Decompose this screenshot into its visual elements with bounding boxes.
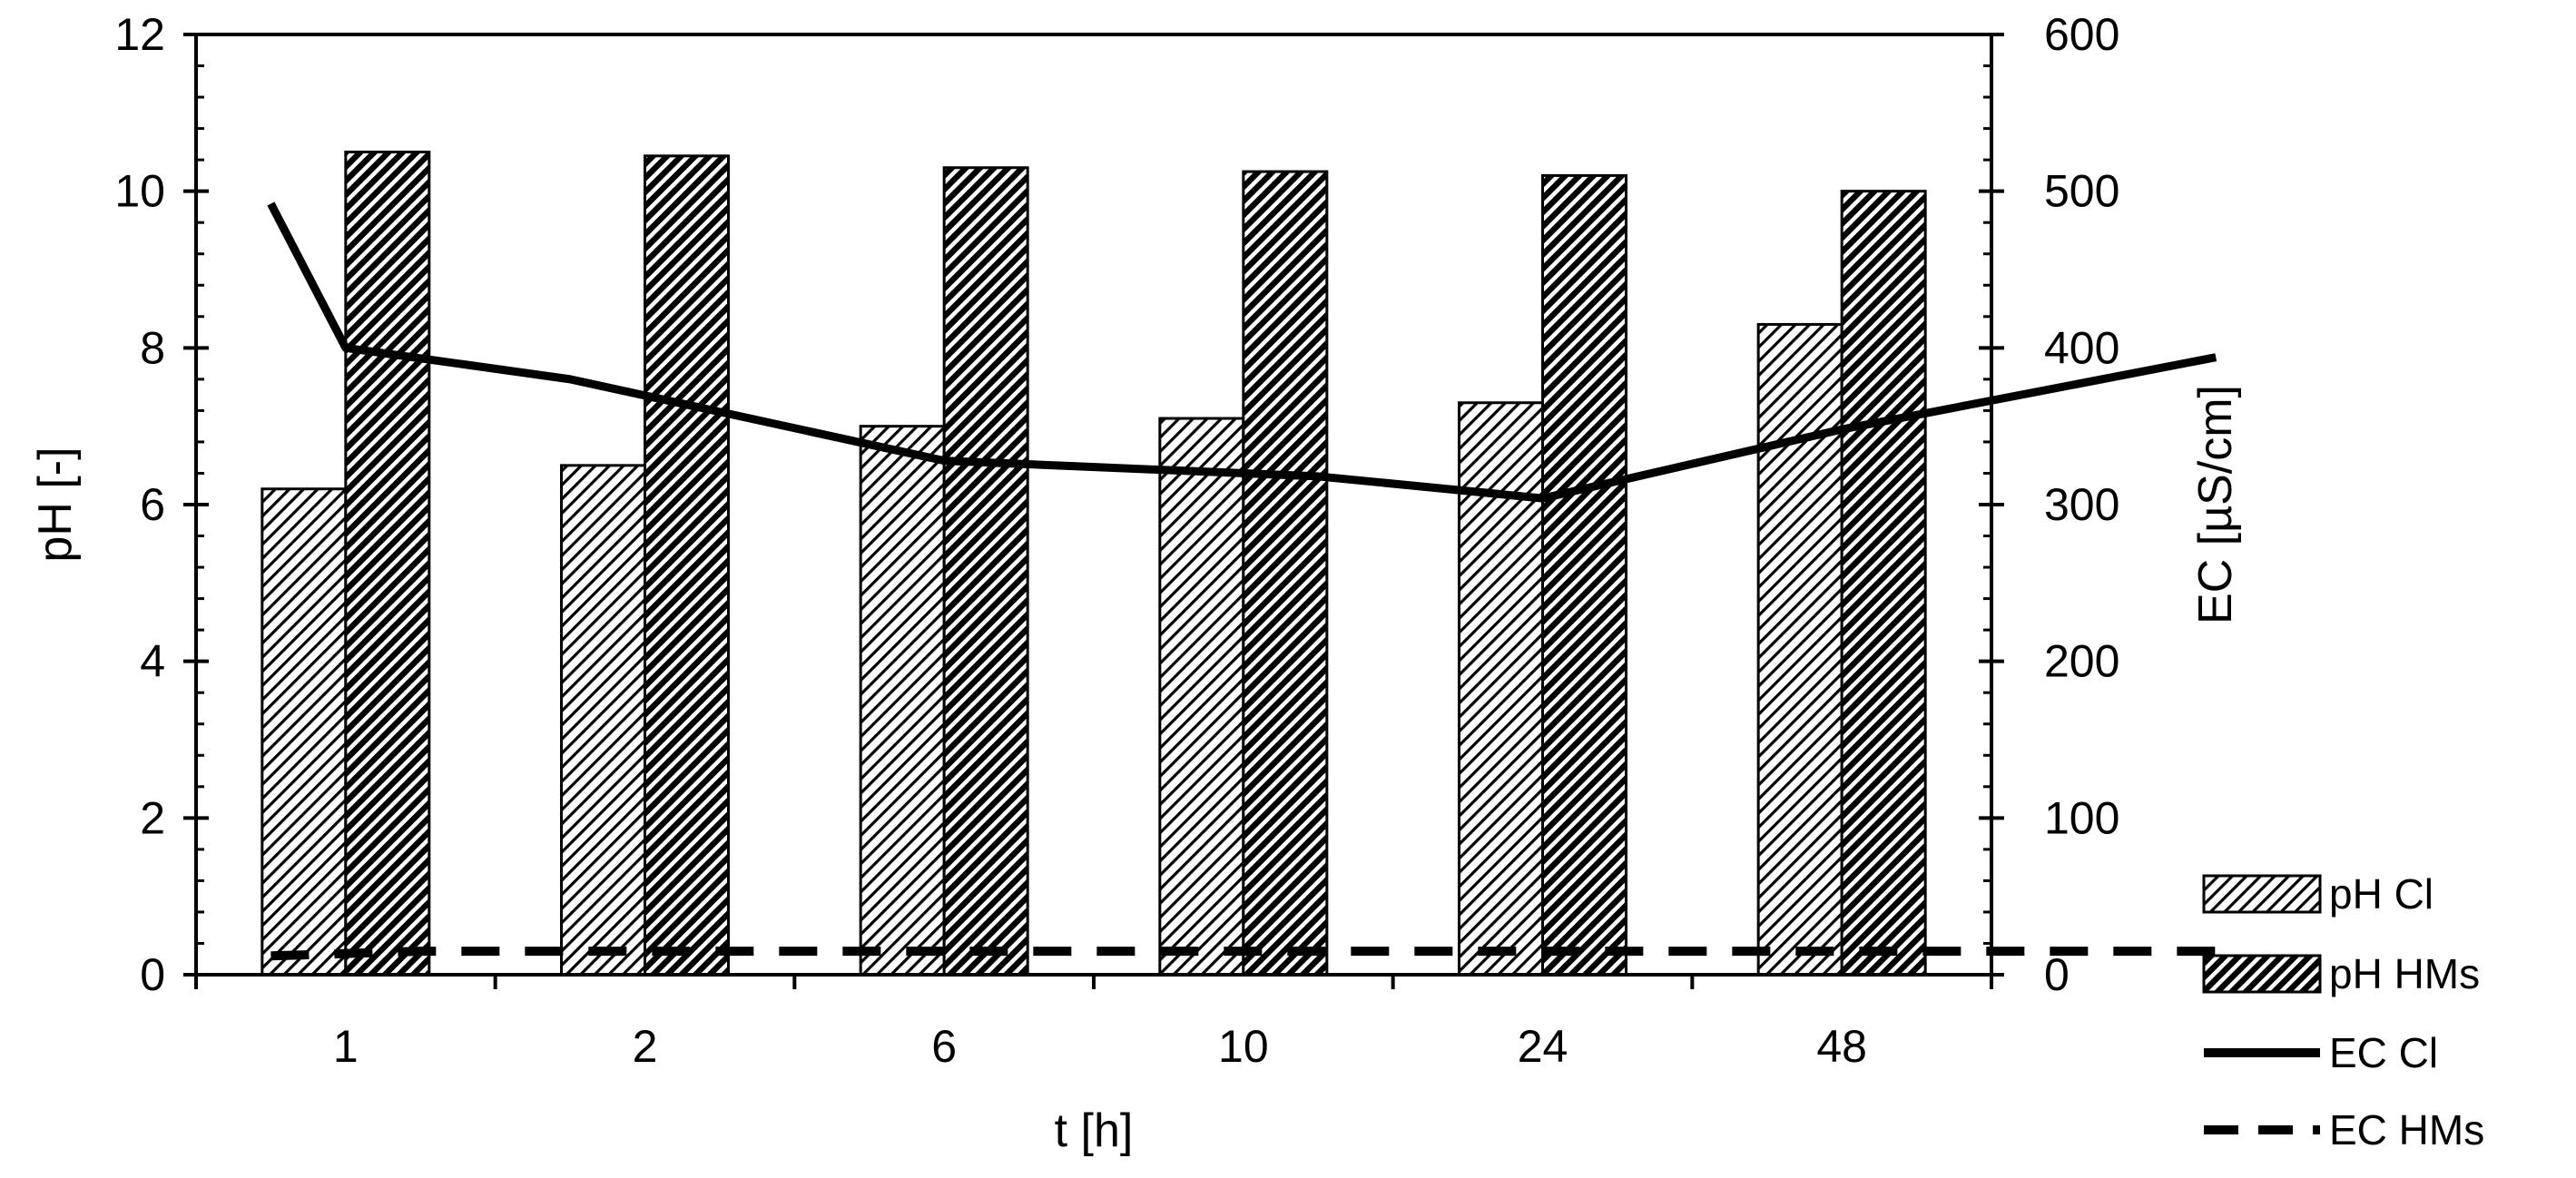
bar-ph-cl-48 bbox=[1756, 322, 1844, 977]
y-axis-title: pH [-] bbox=[29, 447, 82, 562]
legend-label: EC Cl bbox=[2329, 1029, 2438, 1076]
y2-tick-label: 400 bbox=[2044, 322, 2119, 373]
bar-ph-hms-10 bbox=[1242, 170, 1329, 977]
y2-tick-label: 600 bbox=[2044, 9, 2119, 60]
line-ec-hms bbox=[270, 947, 2217, 961]
x-tick-label: 48 bbox=[1816, 1021, 1867, 1072]
legend-label: EC HMs bbox=[2329, 1106, 2484, 1153]
bar-ph-hms-6 bbox=[942, 166, 1029, 977]
legend-swatch-ph-hms bbox=[2202, 954, 2322, 994]
legend: pH Cl pH HMs EC Cl EC HMs bbox=[2202, 870, 2484, 1153]
line-ec-cl bbox=[267, 201, 2217, 503]
y2-tick-label: 100 bbox=[2044, 792, 2119, 843]
plot-area bbox=[261, 151, 2217, 977]
x-tick-label: 24 bbox=[1518, 1021, 1568, 1072]
legend-label: pH HMs bbox=[2329, 950, 2480, 997]
y-tick-label: 12 bbox=[114, 9, 165, 60]
x-tick-label: 2 bbox=[633, 1021, 658, 1072]
y2-tick-label: 300 bbox=[2044, 479, 2119, 530]
x-tick-label: 1 bbox=[333, 1021, 359, 1072]
y2-tick-label: 0 bbox=[2044, 949, 2070, 1000]
y-tick-label: 4 bbox=[140, 636, 165, 687]
bar-ph-cl-10 bbox=[1158, 417, 1245, 977]
bar-ph-cl-6 bbox=[859, 425, 946, 977]
y2-axis-title: EC [µS/cm] bbox=[2189, 385, 2242, 624]
y2-tick-label: 200 bbox=[2044, 636, 2119, 687]
bar-ph-cl-2 bbox=[560, 464, 646, 977]
bar-ph-hms-2 bbox=[644, 154, 730, 977]
legend-label: pH Cl bbox=[2329, 870, 2433, 918]
bar-ph-hms-48 bbox=[1840, 190, 1927, 977]
y-tick-label: 8 bbox=[140, 322, 165, 373]
y2-tick-label: 500 bbox=[2044, 166, 2119, 217]
x-axis-title: t [h] bbox=[1055, 1104, 1134, 1157]
x-tick-label: 10 bbox=[1218, 1021, 1269, 1072]
y-tick-label: 2 bbox=[140, 792, 165, 843]
bar-ph-hms-24 bbox=[1541, 173, 1627, 977]
bar-ph-cl-1 bbox=[261, 487, 348, 977]
legend-swatch-ph-cl bbox=[2202, 874, 2322, 914]
bar-ph-hms-1 bbox=[344, 151, 431, 977]
x-tick-label: 6 bbox=[931, 1021, 957, 1072]
y-tick-label: 10 bbox=[114, 166, 165, 217]
y-tick-label: 0 bbox=[140, 949, 165, 1000]
y-tick-label: 6 bbox=[140, 479, 165, 530]
